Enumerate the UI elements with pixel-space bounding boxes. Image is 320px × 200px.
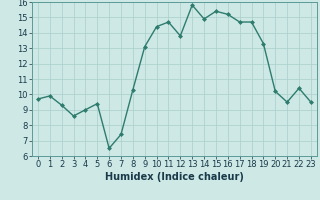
X-axis label: Humidex (Indice chaleur): Humidex (Indice chaleur) <box>105 172 244 182</box>
